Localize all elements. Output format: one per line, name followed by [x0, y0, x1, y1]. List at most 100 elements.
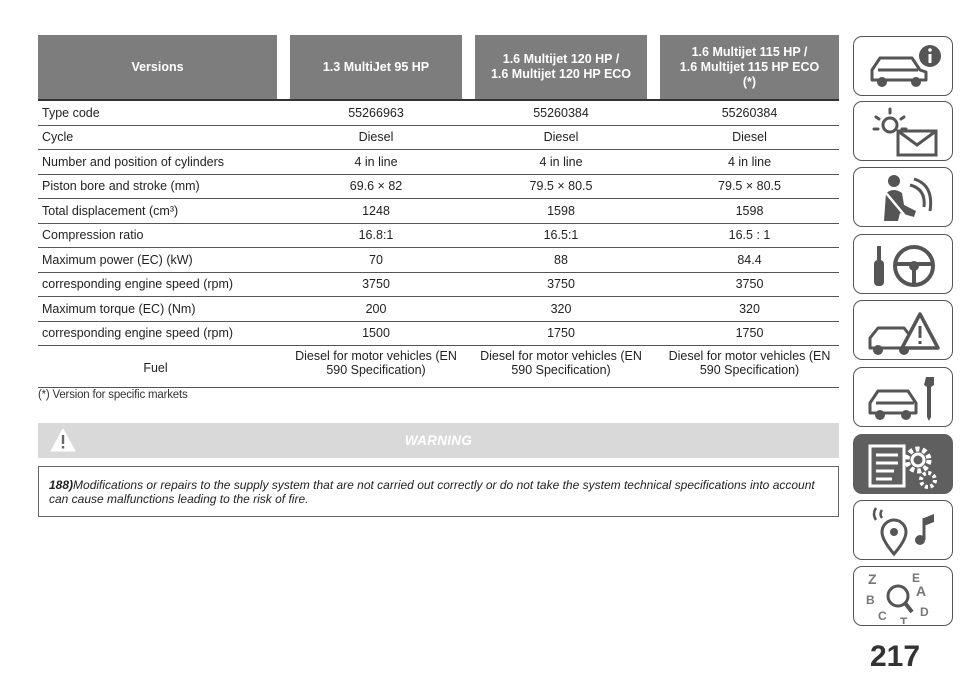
cell-value: 16.5:1 [475, 223, 647, 248]
table-row: Maximum torque (EC) (Nm) 200 320 320 [38, 296, 839, 322]
tab-car-info[interactable] [853, 36, 953, 96]
table-row: Total displacement (cm³) 1248 1598 1598 [38, 198, 839, 224]
cell-gap [277, 125, 290, 150]
cell-value: 1500 [290, 321, 462, 346]
cell-gap [462, 174, 475, 199]
tab-warning-lights[interactable] [853, 101, 953, 161]
cell-gap [277, 100, 290, 126]
technical-specs-gear-icon [868, 444, 937, 489]
cell-value: 1598 [475, 198, 647, 224]
tab-safety[interactable] [853, 167, 953, 227]
header-gap [647, 35, 660, 101]
cell-gap [647, 296, 660, 322]
breakdown-triangle-icon [868, 312, 940, 355]
spec-table: Versions 1.3 MultiJet 95 HP 1.6 Multijet… [38, 35, 839, 388]
cell-value: 320 [660, 296, 839, 322]
table-row: corresponding engine speed (rpm) 1500 1750… [38, 321, 839, 346]
svg-text:D: D [920, 605, 929, 619]
cell-value: 70 [290, 247, 462, 273]
row-label: Maximum power (EC) (kW) [38, 247, 277, 273]
cell-value: 3750 [660, 272, 839, 297]
tab-emergency[interactable] [853, 300, 953, 360]
tab-technical-data[interactable] [853, 434, 953, 494]
table-row: Piston bore and stroke (mm) 69.6 × 82 79.5… [38, 174, 839, 199]
warning-text: Modifications or repairs to the supply s… [49, 478, 815, 506]
row-label: Cycle [38, 125, 277, 150]
seatbelt-airbag-icon [884, 175, 933, 221]
row-label: Type code [38, 100, 277, 126]
tab-maintenance[interactable] [853, 367, 953, 427]
header-col-3: 1.6 Multijet 115 HP / 1.6 Multijet 115 H… [660, 35, 839, 101]
cell-value: 3750 [290, 272, 462, 297]
cell-gap [462, 223, 475, 248]
header-versions: Versions [38, 35, 277, 101]
row-label: corresponding engine speed (rpm) [38, 272, 277, 297]
warning-number: 188) [49, 478, 74, 492]
cell-value: 55266963 [290, 100, 462, 126]
cell-gap [647, 149, 660, 175]
cell-gap [647, 247, 660, 273]
header-col-2: 1.6 Multijet 120 HP / 1.6 Multijet 120 H… [475, 35, 647, 101]
table-row: Maximum power (EC) (kW) 70 88 84.4 [38, 247, 839, 273]
cell-value: 16.8:1 [290, 223, 462, 248]
cell-gap [647, 223, 660, 248]
cell-gap [462, 149, 475, 175]
svg-text:B: B [866, 593, 875, 607]
tab-starting-driving[interactable] [853, 234, 953, 294]
cell-gap [277, 247, 290, 273]
cell-gap [647, 272, 660, 297]
table-row: Type code 55266963 55260384 55260384 [38, 100, 839, 126]
cell-value: 55260384 [660, 100, 839, 126]
cell-value: Diesel [475, 125, 647, 150]
tab-multimedia[interactable] [853, 500, 953, 560]
cell-gap [647, 125, 660, 150]
svg-text:Z: Z [868, 571, 877, 587]
cell-gap [647, 174, 660, 199]
warning-body: 188)Modifications or repairs to the supp… [38, 466, 839, 517]
table-row: Cycle Diesel Diesel Diesel [38, 125, 839, 150]
table-row: corresponding engine speed (rpm) 3750 3750… [38, 272, 839, 297]
cell-value: 1248 [290, 198, 462, 224]
cell-gap [462, 345, 475, 388]
cell-gap [462, 125, 475, 150]
car-info-icon [870, 45, 941, 87]
row-label: Piston bore and stroke (mm) [38, 174, 277, 199]
cell-value: 69.6 × 82 [290, 174, 462, 199]
cell-value: 4 in line [660, 149, 839, 175]
row-label: Maximum torque (EC) (Nm) [38, 296, 277, 322]
cell-value: 1750 [660, 321, 839, 346]
cell-gap [277, 223, 290, 248]
table-row: Compression ratio 16.8:1 16.5:1 16.5 : 1 [38, 223, 839, 248]
cell-gap [462, 272, 475, 297]
cell-value: 79.5 × 80.5 [660, 174, 839, 199]
key-steering-wheel-icon [874, 245, 935, 287]
cell-gap [647, 345, 660, 388]
table-header-row: Versions 1.3 MultiJet 95 HP 1.6 Multijet… [38, 35, 839, 101]
svg-text:E: E [912, 571, 920, 585]
cell-value: 4 in line [475, 149, 647, 175]
cell-gap [462, 100, 475, 126]
tab-index[interactable]: Z E A B C D T [853, 566, 953, 626]
cell-gap [277, 296, 290, 322]
svg-text:T: T [900, 615, 908, 624]
cell-gap [462, 198, 475, 224]
cell-value: Diesel [290, 125, 462, 150]
warning-lights-message-icon [872, 107, 938, 157]
warning-title: WARNING [404, 433, 473, 448]
header-gap [462, 35, 475, 101]
warning-triangle-icon [50, 428, 76, 452]
cell-gap [277, 149, 290, 175]
cell-value: 3750 [475, 272, 647, 297]
car-service-wrench-icon [868, 377, 934, 421]
cell-gap [462, 247, 475, 273]
cell-value: 88 [475, 247, 647, 273]
warning-header: WARNING [38, 423, 839, 458]
cell-value: 320 [475, 296, 647, 322]
svg-text:C: C [878, 609, 887, 623]
cell-value: 16.5 : 1 [660, 223, 839, 248]
alphabetical-index-icon: Z E A B C D T [866, 571, 929, 624]
multimedia-icon [872, 507, 934, 557]
cell-value: 200 [290, 296, 462, 322]
cell-gap [462, 296, 475, 322]
cell-gap [277, 174, 290, 199]
